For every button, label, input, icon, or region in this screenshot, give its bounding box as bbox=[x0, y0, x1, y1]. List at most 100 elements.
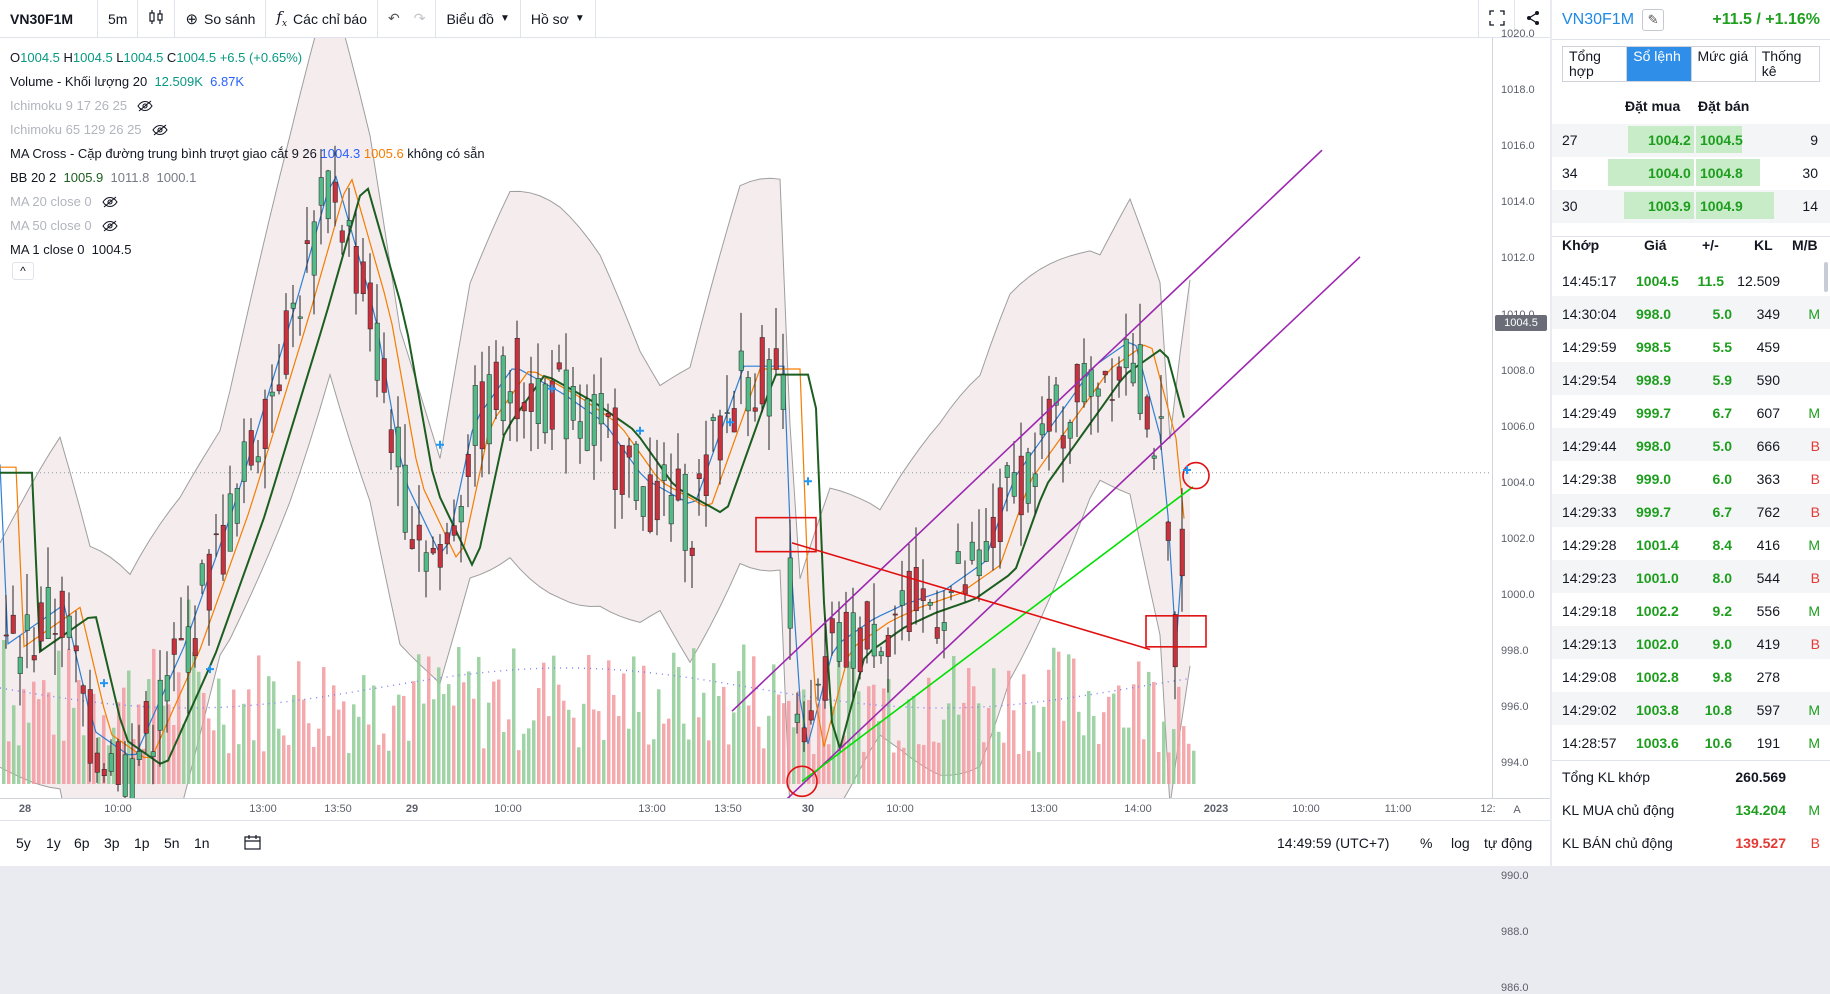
legend-ma1[interactable]: MA 1 close 0 1004.5 bbox=[10, 238, 485, 262]
highlight-box bbox=[755, 516, 817, 553]
chart-toolbar: VN30F1M 5m ⊕ So sánh fx Các chỉ báo ↶ ↷ Bi… bbox=[0, 0, 1550, 38]
eye-hidden-icon[interactable] bbox=[101, 220, 118, 232]
chart-style-button[interactable] bbox=[138, 0, 176, 38]
share-button[interactable] bbox=[1514, 0, 1550, 38]
volume-bar bbox=[207, 718, 211, 784]
profile-menu[interactable]: Hồ sơ ▼ bbox=[521, 0, 596, 38]
price-tick: 990.0 bbox=[1501, 869, 1529, 882]
legend-ichimoku-1[interactable]: Ichimoku 9 17 26 25 bbox=[10, 94, 485, 118]
trades-chg-header: +/- bbox=[1702, 237, 1719, 253]
ma-cross-marker bbox=[206, 665, 214, 674]
range-button-1n[interactable]: 1n bbox=[194, 835, 210, 851]
time-tick: 13:00 bbox=[638, 803, 666, 815]
legend-ma20[interactable]: MA 20 close 0 bbox=[10, 190, 485, 214]
legend-collapse-button[interactable]: ^ bbox=[12, 262, 34, 280]
volume-bar bbox=[297, 661, 301, 784]
redo-icon[interactable]: ↷ bbox=[413, 10, 426, 26]
bid-price[interactable]: 1004.0 bbox=[1648, 165, 1691, 181]
percent-toggle[interactable]: % bbox=[1420, 835, 1433, 851]
legend-volume[interactable]: Volume - Khối lượng 20 12.509K 6.87K bbox=[10, 70, 485, 94]
trade-volume: 419 bbox=[1756, 636, 1780, 652]
undo-icon[interactable]: ↶ bbox=[387, 10, 400, 26]
volume-bar bbox=[1022, 674, 1026, 784]
volume-bar bbox=[1007, 670, 1011, 784]
volume-bar bbox=[292, 694, 296, 784]
legend-ma-cross[interactable]: MA Cross - Cặp đường trung bình trượt gi… bbox=[10, 142, 485, 166]
chevron-down-icon: ▼ bbox=[499, 13, 510, 24]
log-toggle[interactable]: log bbox=[1451, 835, 1470, 851]
highlight-circle bbox=[1182, 461, 1210, 490]
chart-type-menu[interactable]: Biểu đồ ▼ bbox=[436, 0, 521, 38]
calendar-goto-icon[interactable] bbox=[244, 835, 262, 854]
compare-button[interactable]: ⊕ So sánh bbox=[175, 0, 267, 38]
ask-price[interactable]: 1004.8 bbox=[1700, 165, 1743, 181]
range-button-5n[interactable]: 5n bbox=[164, 835, 180, 851]
volume-bar bbox=[22, 689, 26, 784]
tab-3[interactable]: Thống kê bbox=[1761, 48, 1802, 79]
time-axis[interactable]: A 28 10:00 13:00 13:50 29 10:00 13:00 13:50 30 10… bbox=[0, 798, 1550, 820]
price-axis[interactable]: 1020.01018.01016.01014.01012.01010.01008… bbox=[1492, 28, 1550, 994]
trades-scrollbar[interactable] bbox=[1824, 262, 1828, 292]
summary-row: Tổng KL khớp 260.569 bbox=[1552, 761, 1830, 794]
indicators-button[interactable]: fx Các chỉ báo bbox=[266, 0, 378, 38]
volume-bar bbox=[12, 705, 16, 784]
summary-side: B bbox=[1810, 835, 1820, 851]
trades-list[interactable]: 14:45:17 1004.5 11.5 12.509 14:30:04 998.0 5.0… bbox=[1552, 263, 1830, 758]
tab-1[interactable]: Sổ lệnh bbox=[1627, 47, 1692, 81]
time-tick: 10:00 bbox=[104, 803, 132, 815]
volume-bar bbox=[1027, 750, 1031, 784]
ohlc-close: 1004.5 bbox=[176, 50, 217, 65]
eye-hidden-icon[interactable] bbox=[101, 196, 118, 208]
trade-side: B bbox=[1810, 570, 1820, 586]
range-button-6p[interactable]: 6p bbox=[74, 835, 90, 851]
trade-volume: 607 bbox=[1756, 405, 1780, 421]
volume-bar bbox=[732, 712, 736, 784]
legend-bb[interactable]: BB 20 2 1005.9 1011.8 1000.1 bbox=[10, 166, 485, 190]
volume-bar bbox=[1097, 743, 1101, 784]
volume-bar bbox=[92, 693, 96, 784]
volume-bar bbox=[62, 740, 66, 784]
volume-bar bbox=[487, 702, 491, 784]
bid-price[interactable]: 1003.9 bbox=[1648, 198, 1691, 214]
trade-row: 14:29:28 1001.4 8.4 416 M bbox=[1552, 527, 1830, 560]
candle-body bbox=[45, 587, 51, 639]
price-chart-svg bbox=[0, 38, 1492, 798]
candle-body bbox=[822, 656, 828, 701]
tab-2[interactable]: Mức giá bbox=[1692, 47, 1756, 81]
volume-bar bbox=[67, 648, 71, 784]
eye-hidden-icon[interactable] bbox=[137, 100, 153, 112]
time-tick: 10:00 bbox=[1292, 803, 1320, 815]
volume-bar bbox=[912, 695, 916, 784]
auto-toggle[interactable]: tự động bbox=[1484, 835, 1533, 851]
auto-scale-button[interactable]: A bbox=[1513, 804, 1521, 816]
interval-button[interactable]: 5m bbox=[98, 0, 139, 38]
volume-bar bbox=[547, 716, 551, 784]
ask-price[interactable]: 1004.9 bbox=[1700, 198, 1743, 214]
candle-body bbox=[871, 623, 877, 657]
ask-price[interactable]: 1004.5 bbox=[1700, 132, 1743, 148]
range-button-1p[interactable]: 1p bbox=[134, 835, 150, 851]
tab-0[interactable]: Tổng hợp bbox=[1563, 47, 1628, 81]
legend-ma50[interactable]: MA 50 close 0 bbox=[10, 214, 485, 238]
bid-header: Đặt mua bbox=[1625, 98, 1681, 114]
pencil-icon[interactable]: ✎ bbox=[1642, 8, 1665, 31]
symbol-search-button[interactable]: VN30F1M bbox=[0, 0, 98, 38]
chart-plot-area[interactable] bbox=[0, 38, 1492, 798]
legend-ohlc: O 1004.5 H 1004.5 L 1004.5 C 1004.5 +6.5 (+0… bbox=[10, 46, 485, 70]
trade-price: 1002.0 bbox=[1636, 636, 1679, 652]
range-button-5y[interactable]: 5y bbox=[16, 835, 31, 851]
volume-bar bbox=[267, 676, 271, 784]
bid-price[interactable]: 1004.2 bbox=[1648, 132, 1691, 148]
volume-bar bbox=[747, 705, 751, 784]
channel-upper-line bbox=[731, 149, 1323, 712]
trade-price: 1003.6 bbox=[1636, 735, 1679, 751]
fullscreen-button[interactable] bbox=[1478, 0, 1514, 38]
volume-bar bbox=[377, 744, 381, 784]
time-tick: 13:50 bbox=[714, 803, 742, 815]
side-symbol[interactable]: VN30F1M bbox=[1562, 10, 1635, 28]
candle-body bbox=[696, 473, 702, 479]
range-button-3p[interactable]: 3p bbox=[104, 835, 120, 851]
range-button-1y[interactable]: 1y bbox=[46, 835, 61, 851]
legend-ichimoku-2[interactable]: Ichimoku 65 129 26 25 bbox=[10, 118, 485, 142]
eye-hidden-icon[interactable] bbox=[151, 124, 168, 136]
